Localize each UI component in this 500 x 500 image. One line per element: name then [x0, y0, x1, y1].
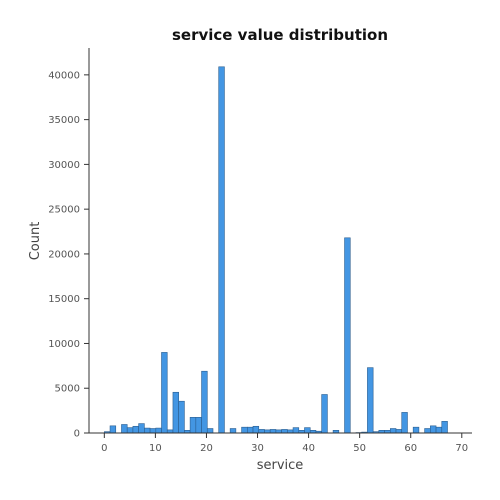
y-tick-label: 5000: [55, 384, 80, 395]
histogram-bar: [252, 425, 260, 434]
histogram-bar: [206, 428, 214, 434]
x-tick-label: 70: [455, 443, 468, 454]
histogram-bar: [109, 425, 117, 434]
histogram-bar: [258, 429, 265, 434]
histogram-bar: [218, 66, 225, 434]
histogram-bar: [435, 426, 443, 434]
histogram-bar: [241, 426, 248, 434]
y-tick-label: 10000: [48, 339, 80, 350]
x-axis-label: service: [257, 458, 304, 473]
histogram-bar: [247, 426, 254, 434]
histogram-bar: [229, 428, 237, 434]
histogram-bar: [281, 429, 288, 434]
histogram-bar: [441, 421, 448, 434]
y-tick-label: 40000: [48, 70, 80, 81]
histogram-bar: [321, 394, 328, 434]
histogram-bar: [161, 352, 168, 434]
histogram-bar: [389, 428, 397, 434]
y-tick-label: 20000: [48, 249, 80, 260]
chart-title: service value distribution: [172, 26, 388, 44]
y-tick-label: 0: [74, 429, 80, 440]
y-tick-label: 35000: [48, 115, 80, 126]
histogram-bar: [126, 427, 134, 434]
histogram-bar: [201, 370, 208, 434]
histogram-bar: [367, 367, 374, 434]
histogram-bar: [155, 427, 162, 434]
histogram-bar: [401, 412, 408, 434]
x-ticks-group: 0 10 20 30 40 50 60 70: [101, 433, 468, 454]
y-axis-label: Count: [28, 222, 43, 261]
histogram-bar: [195, 417, 202, 434]
histogram-bar: [138, 423, 145, 434]
x-tick-label: 40: [302, 443, 315, 454]
histogram-bar: [292, 427, 300, 434]
x-tick-label: 60: [404, 443, 417, 454]
histogram-bar: [132, 425, 139, 434]
histogram-bar: [121, 424, 128, 434]
histogram-bar: [344, 237, 351, 434]
histogram-bar: [189, 417, 197, 434]
bars-group: [104, 66, 448, 434]
x-tick-label: 30: [251, 443, 264, 454]
histogram-bar: [269, 429, 277, 434]
histogram-bar: [304, 427, 311, 434]
y-tick-label: 25000: [48, 205, 80, 216]
histogram-bar: [424, 428, 431, 434]
histogram-bar: [430, 425, 437, 434]
histogram-bar: [395, 429, 403, 434]
x-tick-label: 0: [101, 443, 107, 454]
histogram-bar: [144, 427, 151, 434]
y-tick-label: 15000: [48, 294, 80, 305]
x-tick-label: 50: [353, 443, 366, 454]
histogram-bar: [149, 428, 157, 434]
histogram-bar: [172, 391, 179, 434]
y-ticks-group: 0 5000 10000 15000 20000 25000 30000 35000 40000: [48, 70, 89, 440]
histogram-bar: [412, 426, 420, 434]
x-tick-label: 10: [149, 443, 162, 454]
y-tick-label: 30000: [48, 160, 80, 171]
histogram-bar: [178, 400, 185, 434]
x-tick-label: 20: [200, 443, 213, 454]
